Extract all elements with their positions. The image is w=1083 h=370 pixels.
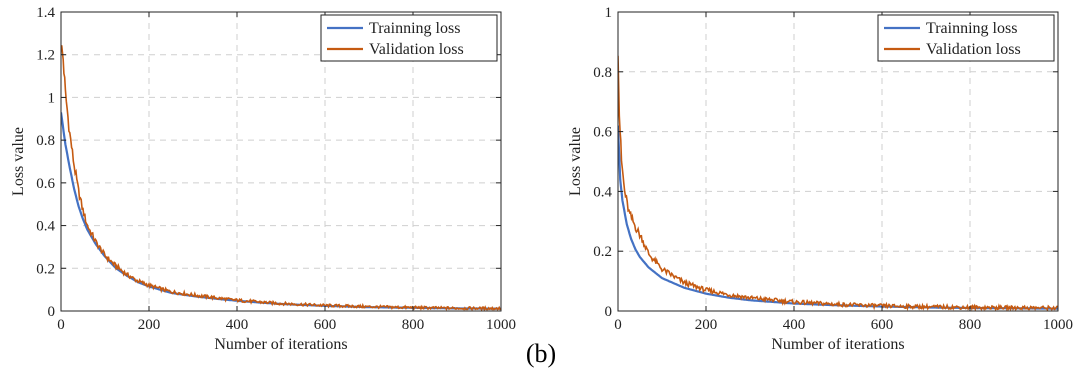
y-tick-label: 0.6 xyxy=(593,125,612,141)
x-tick-label: 600 xyxy=(314,317,337,333)
x-tick-label: 0 xyxy=(57,317,65,333)
x-tick-label: 400 xyxy=(226,317,249,333)
y-tick-label: 0.2 xyxy=(36,261,55,277)
chart-2: 0 200 400 600 800 1000 0 0.2 0.4 0.6 0.8 1 Number of… xyxy=(567,5,1073,353)
y-tick-label: 1 xyxy=(605,5,613,21)
x-axis-label: Number of iterations xyxy=(771,336,904,353)
legend-label: Trainning loss xyxy=(926,20,1017,37)
x-tick-label: 600 xyxy=(871,317,894,333)
x-axis-label: Number of iterations xyxy=(214,336,347,353)
panel-label: (b) xyxy=(526,339,556,368)
y-tick-label: 1 xyxy=(48,90,56,106)
x-tick-label: 200 xyxy=(695,317,718,333)
y-tick-label: 1.2 xyxy=(36,48,55,64)
y-tick-label: 0.8 xyxy=(593,65,612,81)
legend-label: Validation loss xyxy=(926,41,1021,58)
x-tick-label: 800 xyxy=(959,317,982,333)
y-axis-label: Loss value xyxy=(10,127,27,196)
y-tick-label: 0 xyxy=(605,304,613,320)
y-tick-label: 0.2 xyxy=(593,244,612,260)
series-line-validation xyxy=(61,45,501,311)
y-tick-label: 0.4 xyxy=(593,184,612,200)
y-tick-label: 0.4 xyxy=(36,219,55,235)
x-tick-label: 1000 xyxy=(486,317,516,333)
series-line-validation xyxy=(618,55,1058,311)
y-tick-label: 1.4 xyxy=(36,5,55,21)
legend-label: Validation loss xyxy=(369,41,464,58)
plot-frame xyxy=(617,11,1059,312)
legend-label: Trainning loss xyxy=(369,20,460,37)
x-tick-label: 400 xyxy=(783,317,806,333)
x-tick-label: 200 xyxy=(138,317,161,333)
y-tick-label: 0.6 xyxy=(36,176,55,192)
y-tick-label: 0 xyxy=(48,304,56,320)
x-tick-label: 1000 xyxy=(1043,317,1073,333)
series-line-training xyxy=(61,112,501,310)
plot-frame xyxy=(60,11,502,312)
x-tick-label: 0 xyxy=(614,317,622,333)
y-axis-label: Loss value xyxy=(567,127,584,196)
x-tick-label: 800 xyxy=(402,317,425,333)
legend-box xyxy=(320,14,498,62)
legend-box xyxy=(877,14,1055,62)
y-tick-label: 0.8 xyxy=(36,133,55,149)
chart-1: 0 200 400 600 800 1000 0 0.2 0.4 0.6 0.8 1 1.2 1.4 Num… xyxy=(10,5,516,353)
